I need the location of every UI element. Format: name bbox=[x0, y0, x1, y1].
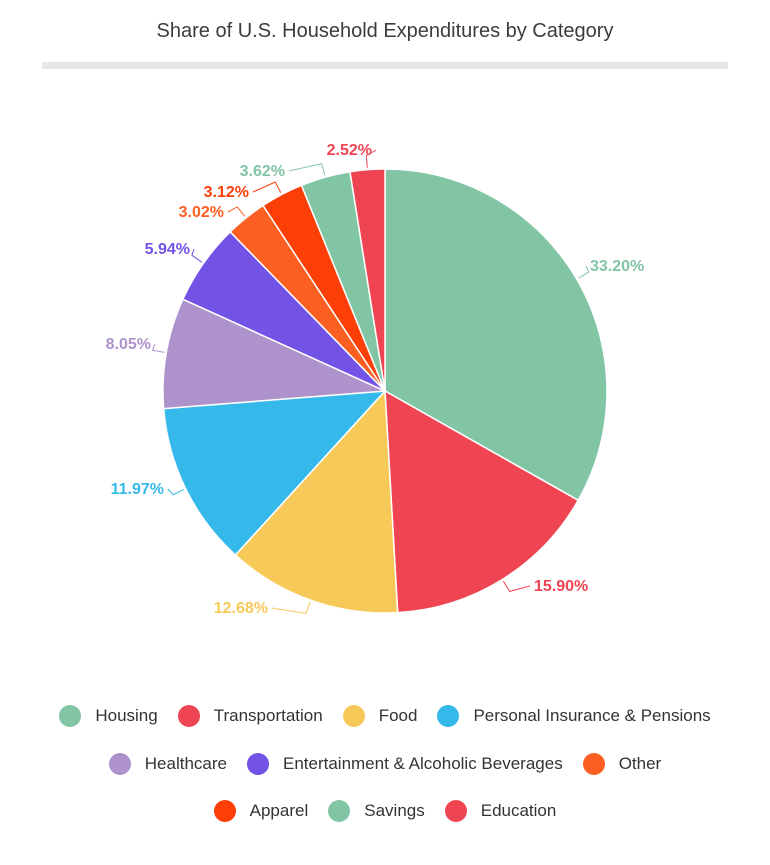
leader-line-education bbox=[365, 149, 377, 168]
leader-line-other bbox=[227, 206, 246, 217]
legend-row-2: Healthcare Entertainment & Alcoholic Bev… bbox=[0, 753, 770, 775]
leader-line-food bbox=[271, 601, 311, 614]
legend-label-transportation: Transportation bbox=[213, 706, 323, 725]
data-label-transportation: 15.90% bbox=[534, 578, 588, 595]
legend-swatch-other bbox=[582, 753, 605, 775]
legend-item-savings[interactable]: Savings bbox=[328, 800, 425, 822]
legend-item-education[interactable]: Education bbox=[444, 800, 557, 822]
legend-label-healthcare: Healthcare bbox=[144, 754, 227, 773]
leader-line-housing bbox=[578, 265, 590, 279]
legend-swatch-education bbox=[444, 800, 467, 822]
leader-line-transportation bbox=[502, 580, 531, 592]
legend-label-personal-insurance: Personal Insurance & Pensions bbox=[473, 706, 711, 725]
chart-title: Share of U.S. Household Expenditures by … bbox=[156, 20, 614, 42]
legend-swatch-entertainment bbox=[246, 753, 269, 775]
slice-housing[interactable] bbox=[384, 168, 608, 502]
data-label-savings: 3.62% bbox=[240, 163, 285, 180]
data-label-entertainment-and-alcoholic-beverages: 5.94% bbox=[145, 241, 190, 258]
legend-swatch-housing bbox=[59, 705, 82, 727]
legend-item-other[interactable]: Other bbox=[582, 753, 662, 775]
data-label-education: 2.52% bbox=[327, 142, 372, 159]
data-label-other: 3.02% bbox=[179, 204, 224, 221]
data-label-housing: 33.20% bbox=[590, 258, 644, 275]
legend-swatch-healthcare bbox=[108, 753, 131, 775]
legend-swatch-transportation bbox=[177, 705, 200, 727]
leader-line-healthcare bbox=[151, 343, 165, 353]
slice-personal-insurance-and-pensions[interactable] bbox=[162, 390, 387, 557]
slice-education[interactable] bbox=[349, 168, 386, 392]
legend-item-entertainment[interactable]: Entertainment & Alcoholic Beverages bbox=[246, 753, 563, 775]
data-label-healthcare: 8.05% bbox=[106, 336, 151, 353]
legend-swatch-apparel bbox=[213, 800, 236, 822]
legend-row-1: Housing Transportation Food Personal Ins… bbox=[0, 705, 770, 727]
data-label-food: 12.68% bbox=[214, 600, 268, 617]
legend-label-food: Food bbox=[378, 706, 418, 725]
legend-item-food[interactable]: Food bbox=[342, 705, 418, 727]
data-label-personal-insurance-and-pensions: 11.97% bbox=[111, 481, 164, 498]
legend-label-apparel: Apparel bbox=[249, 801, 309, 820]
legend-row-3: Apparel Savings Education bbox=[0, 800, 770, 822]
slice-transportation[interactable] bbox=[384, 389, 580, 614]
leader-line-apparel bbox=[252, 181, 282, 193]
legend-label-housing: Housing bbox=[95, 706, 158, 725]
legend-swatch-personal-insurance bbox=[437, 705, 460, 727]
leader-line-entertainment-and-alcoholic-beverages bbox=[191, 248, 203, 263]
legend-swatch-food bbox=[342, 705, 365, 727]
legend-label-savings: Savings bbox=[364, 801, 425, 820]
legend-item-transportation[interactable]: Transportation bbox=[177, 705, 323, 727]
leader-line-personal-insurance-and-pensions bbox=[167, 488, 185, 496]
legend-label-other: Other bbox=[618, 754, 662, 773]
slice-healthcare[interactable] bbox=[162, 298, 388, 410]
data-label-apparel: 3.12% bbox=[204, 184, 249, 201]
legend-label-education: Education bbox=[480, 801, 557, 820]
legend-item-apparel[interactable]: Apparel bbox=[213, 800, 309, 822]
legend-label-entertainment: Entertainment & Alcoholic Beverages bbox=[282, 754, 563, 773]
leader-line-savings bbox=[288, 163, 326, 176]
legend-swatch-savings bbox=[328, 800, 351, 822]
legend-item-personal-insurance[interactable]: Personal Insurance & Pensions bbox=[437, 705, 711, 727]
legend-item-healthcare[interactable]: Healthcare bbox=[108, 753, 227, 775]
title-divider bbox=[42, 62, 728, 69]
slice-food[interactable] bbox=[234, 389, 399, 614]
legend-item-housing[interactable]: Housing bbox=[59, 705, 158, 727]
